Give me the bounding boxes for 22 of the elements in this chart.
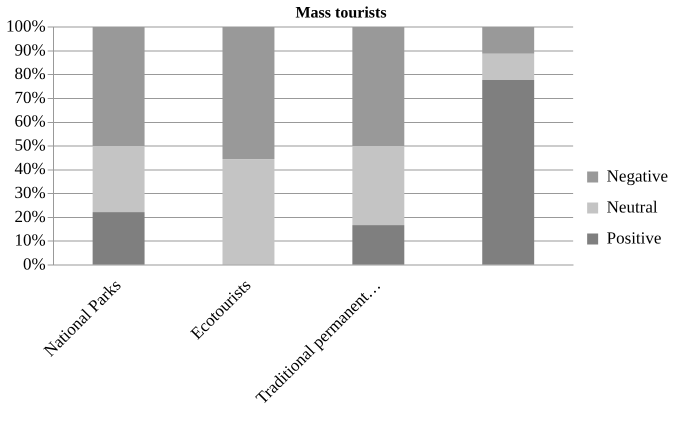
legend-label: Neutral [606,197,658,216]
y-tick-label: 0% [22,254,46,274]
y-tick-label: 50% [14,135,46,154]
y-tick-label: 40% [14,159,46,178]
bar [352,225,404,264]
bar [482,54,534,80]
bar [92,146,145,212]
bar [482,80,534,264]
legend-label: Negative [606,166,668,186]
y-tick-label: 60% [14,112,46,131]
bar [222,159,274,264]
bar [92,212,145,264]
y-tick-label: 80% [14,64,46,84]
y-tick-label: 70% [14,88,46,107]
y-tick-label: 90% [14,40,46,60]
legend-label: Positive [606,228,662,248]
y-tick-label: 10% [14,230,46,250]
y-tick-label: 30% [14,183,46,202]
chart-title: Mass tourists [295,4,387,22]
y-tick-label: 100% [6,16,46,36]
y-tick-label: 20% [14,206,46,226]
bar [352,146,404,226]
